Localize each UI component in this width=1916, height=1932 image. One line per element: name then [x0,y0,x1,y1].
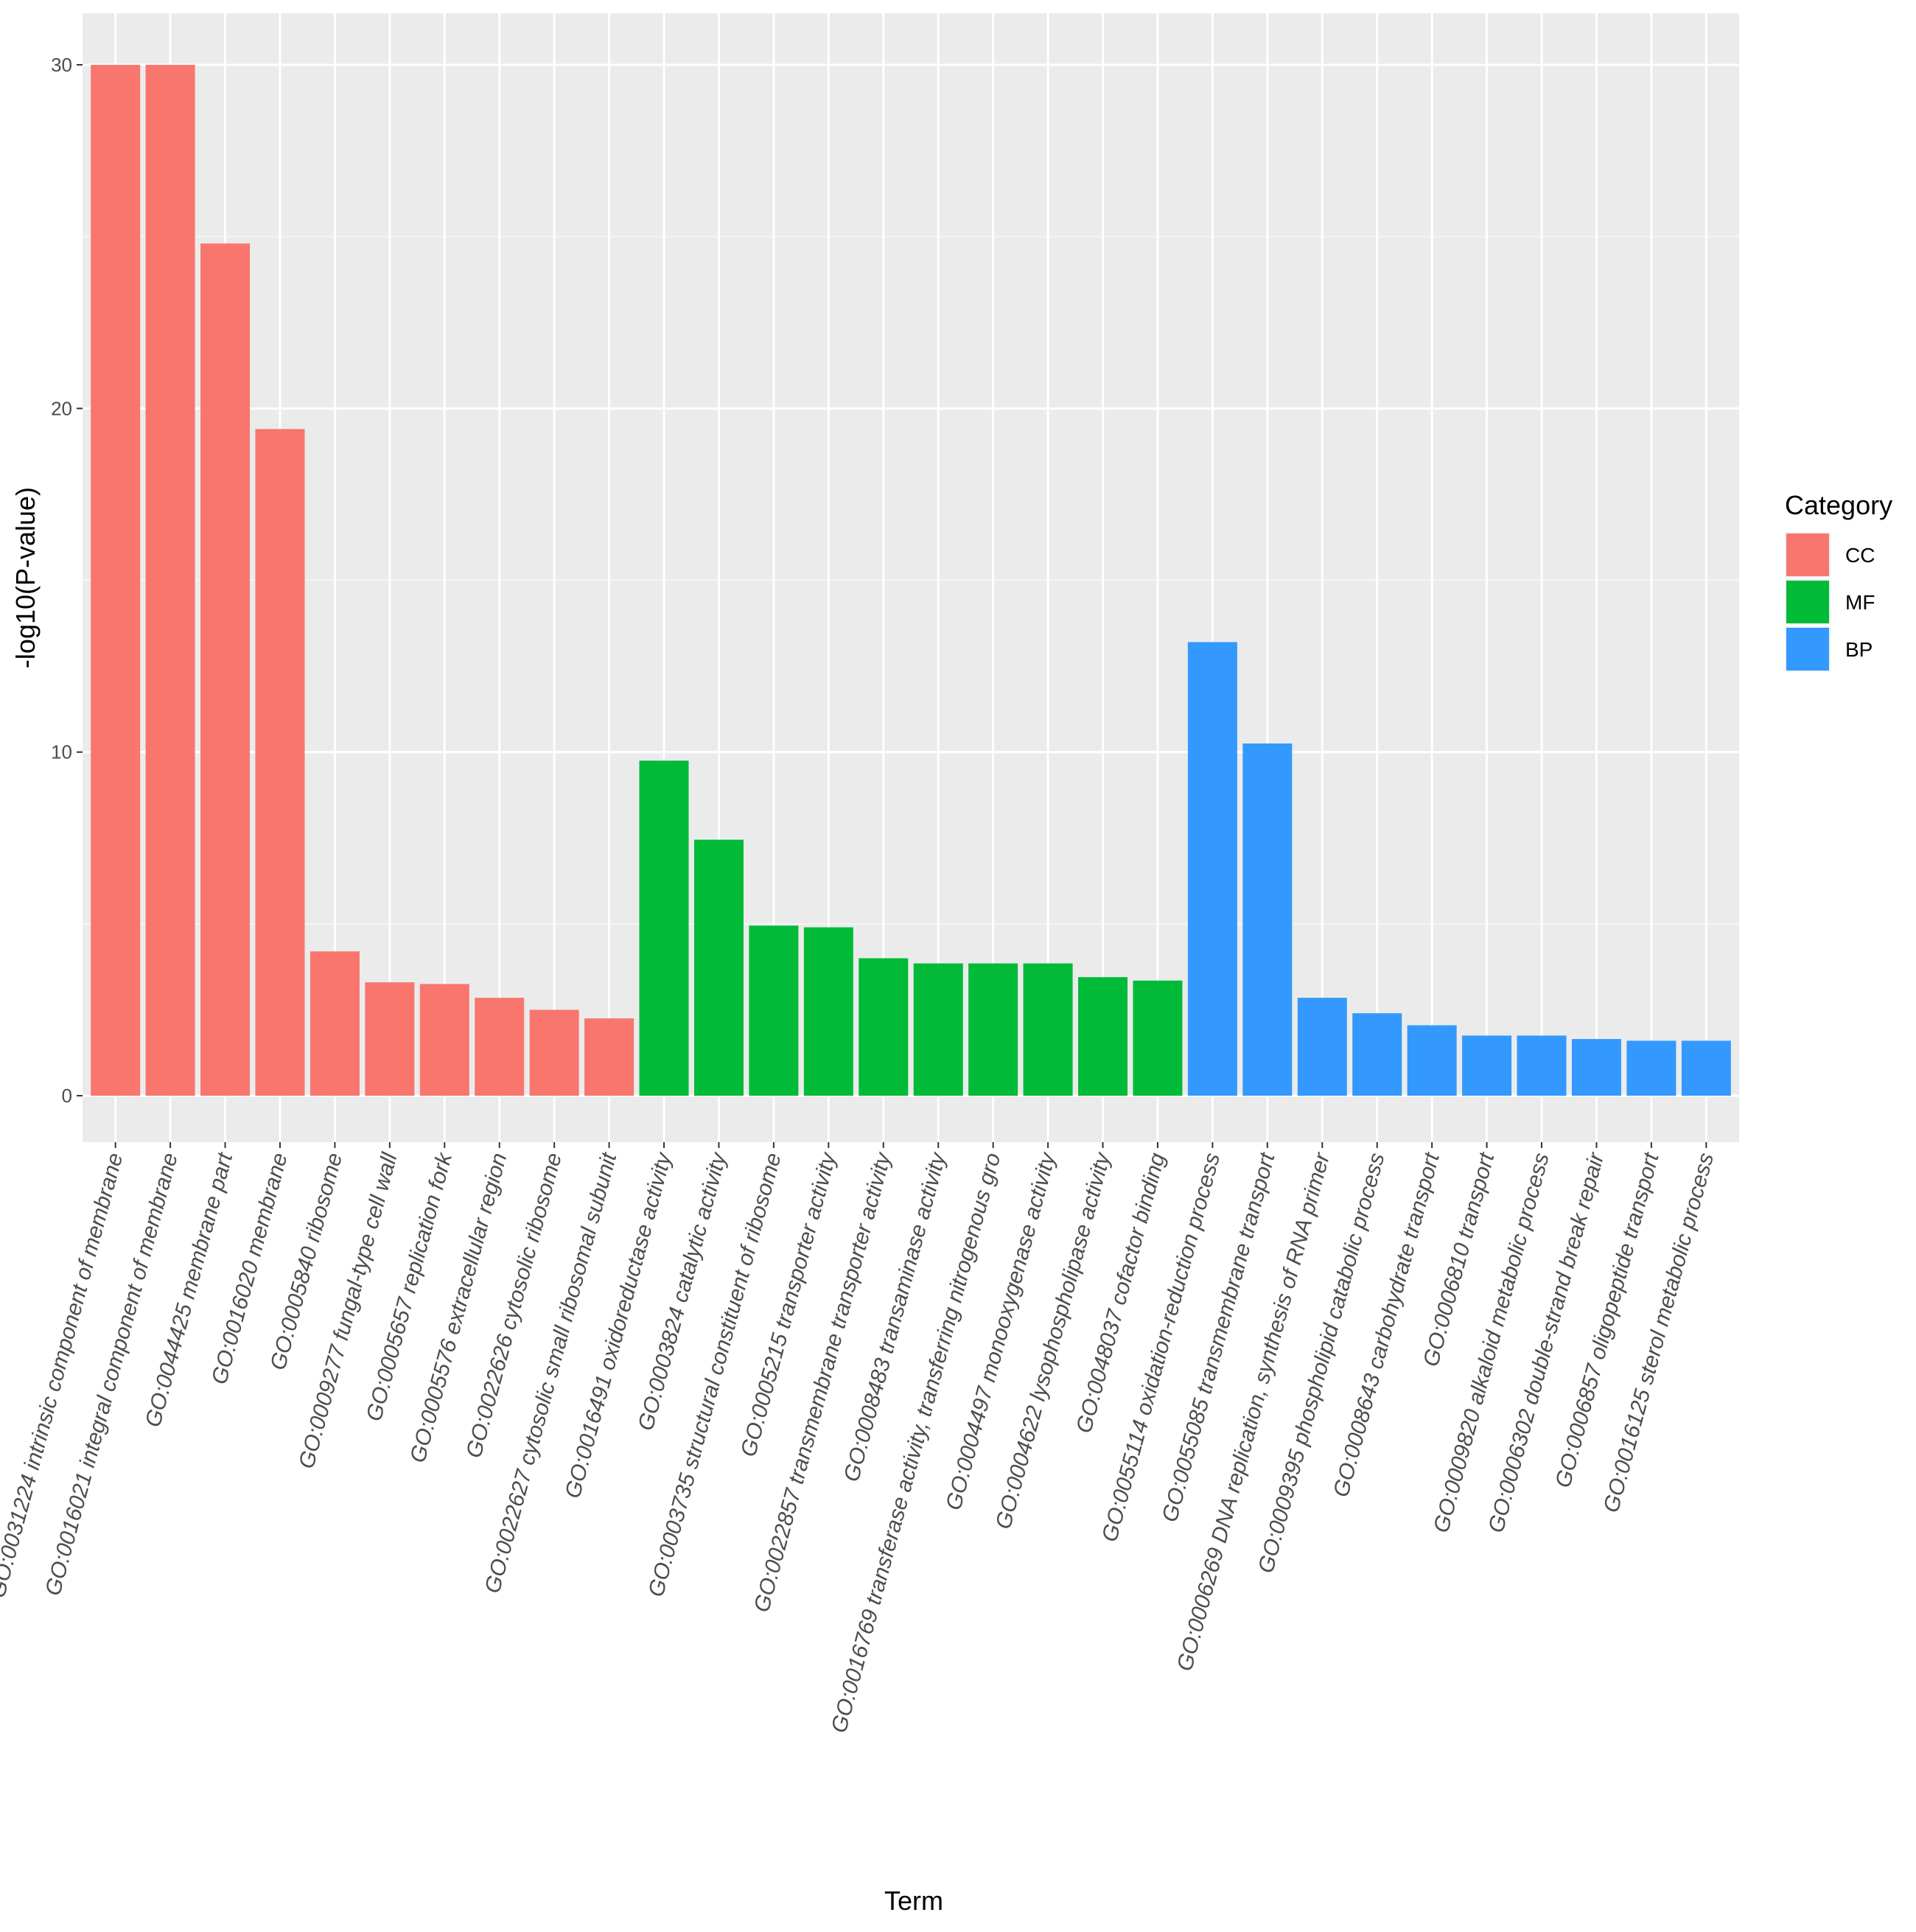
bar-bp [1352,1013,1402,1096]
bar-mf [803,927,853,1096]
legend-swatch-bp [1786,628,1829,671]
x-tick-label: GO:0008483 transaminase activity [839,1149,951,1484]
bar-cc [310,951,360,1096]
bar-cc [529,1009,579,1096]
minor-gridlines [83,236,1739,925]
bar-mf [749,925,799,1096]
bar-bp [1242,743,1293,1096]
legend-label-mf: MF [1845,591,1875,614]
legend-label-cc: CC [1845,544,1875,567]
bar-mf [1078,977,1128,1096]
x-tick-label: GO:0006857 oligopeptide transport [1550,1149,1664,1491]
bar-bp [1681,1040,1731,1096]
bar-cc [255,429,305,1096]
y-axis-title: -log10(P-value) [10,487,41,668]
bar-mf [693,839,744,1096]
bar-mf [1133,980,1183,1096]
y-tick-label: 10 [51,741,72,763]
bar-bp [1187,642,1237,1096]
legend-swatch-cc [1786,533,1829,576]
x-tick-label: GO:0008643 carbohydrate transport [1329,1149,1444,1500]
bar-bp [1297,998,1347,1096]
bar-bp [1626,1040,1676,1096]
bar-cc [200,243,251,1096]
legend-swatch-mf [1786,581,1829,623]
y-axis: 0 10 20 30 [51,54,83,1107]
x-axis: GO:0031224 intrinsic component of membra… [0,1142,1719,1735]
bar-bp [1407,1025,1457,1096]
bar-cc [419,984,469,1096]
x-axis-title: Term [884,1886,943,1916]
bar-cc [584,1018,634,1096]
bar-mf [639,760,689,1096]
legend: Category CC MF BP [1785,490,1892,672]
bar-bp [1571,1039,1621,1096]
bar-mf [1023,963,1073,1096]
legend-label-bp: BP [1845,638,1873,661]
y-tick-label: 0 [62,1085,72,1107]
bars [91,64,1731,1096]
bar-cc [475,998,525,1096]
bar-mf [913,963,963,1096]
x-tick-label: GO:0016491 oxidoreductase activity [561,1149,677,1501]
bar-cc [365,982,415,1096]
bar-mf [859,958,909,1096]
x-tick-label: GO:0016125 sterol metabolic process [1599,1150,1719,1515]
bar-bp [1517,1035,1567,1096]
bar-cc [145,64,195,1096]
y-tick-label: 20 [51,397,72,419]
bar-bp [1462,1035,1512,1096]
y-tick-label: 30 [51,54,72,76]
legend-title: Category [1785,490,1892,520]
bar-cc [91,64,141,1096]
bar-mf [968,963,1018,1096]
